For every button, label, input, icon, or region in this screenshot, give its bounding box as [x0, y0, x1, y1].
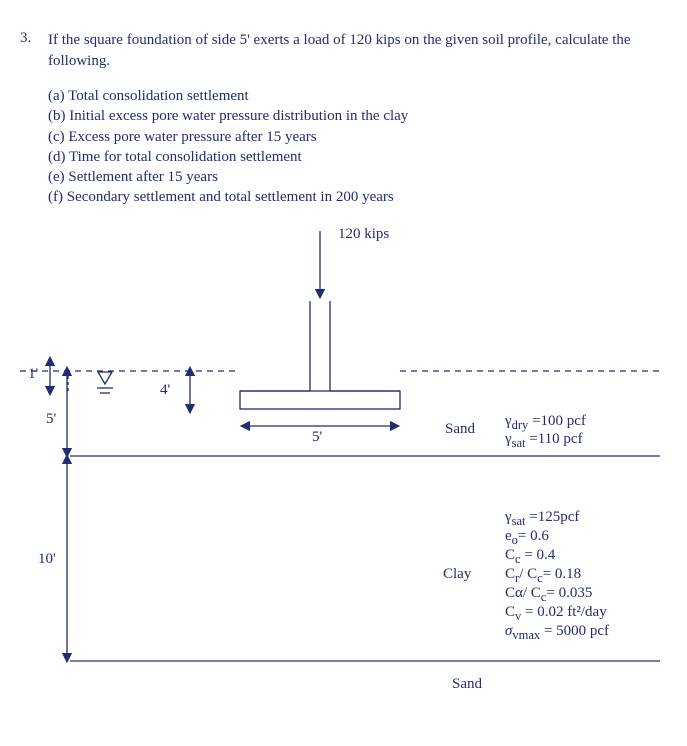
subpart-e: (e) Settlement after 15 years	[48, 167, 667, 187]
clay-prop-2: eo= 0.6	[505, 528, 549, 548]
question-text: If the square foundation of side 5' exer…	[48, 30, 667, 72]
clay-label: Clay	[443, 566, 471, 583]
clay-prop-4: Cr/ Cc= 0.18	[505, 566, 581, 586]
bottom-sand-label: Sand	[452, 676, 482, 693]
subpart-a: (a) Total consolidation settlement	[48, 86, 667, 106]
four-ft-label: 4'	[160, 382, 170, 399]
ten-ft-label: 10'	[38, 551, 56, 568]
sand-label: Sand	[445, 421, 475, 438]
sand-prop-1: γdry =100 pcf	[505, 413, 586, 433]
soil-profile-diagram: 120 kips 1' 4' 5' 5' 10' Sand γdry =100 …	[20, 226, 660, 716]
question-header: 3. If the square foundation of side 5' e…	[20, 30, 667, 72]
clay-prop-1: γsat =125pcf	[505, 509, 579, 529]
five-ft-left-label: 5'	[46, 411, 56, 428]
load-label: 120 kips	[338, 226, 389, 243]
question-number: 3.	[20, 30, 48, 72]
subpart-f: (f) Secondary settlement and total settl…	[48, 187, 667, 207]
sand-prop-2: γsat =110 pcf	[505, 431, 583, 451]
subparts-list: (a) Total consolidation settlement (b) I…	[48, 86, 667, 208]
subpart-b: (b) Initial excess pore water pressure d…	[48, 106, 667, 126]
clay-prop-7: σvmax = 5000 pcf	[505, 623, 609, 643]
subpart-d: (d) Time for total consolidation settlem…	[48, 147, 667, 167]
footing-width-label: 5'	[312, 429, 322, 446]
subpart-c: (c) Excess pore water pressure after 15 …	[48, 127, 667, 147]
clay-prop-5: Cα/ Cc= 0.035	[505, 585, 592, 605]
clay-prop-3: Cc = 0.4	[505, 547, 555, 567]
clay-prop-6: Cv = 0.02 ft²/day	[505, 604, 607, 624]
one-ft-label: 1'	[28, 366, 38, 383]
